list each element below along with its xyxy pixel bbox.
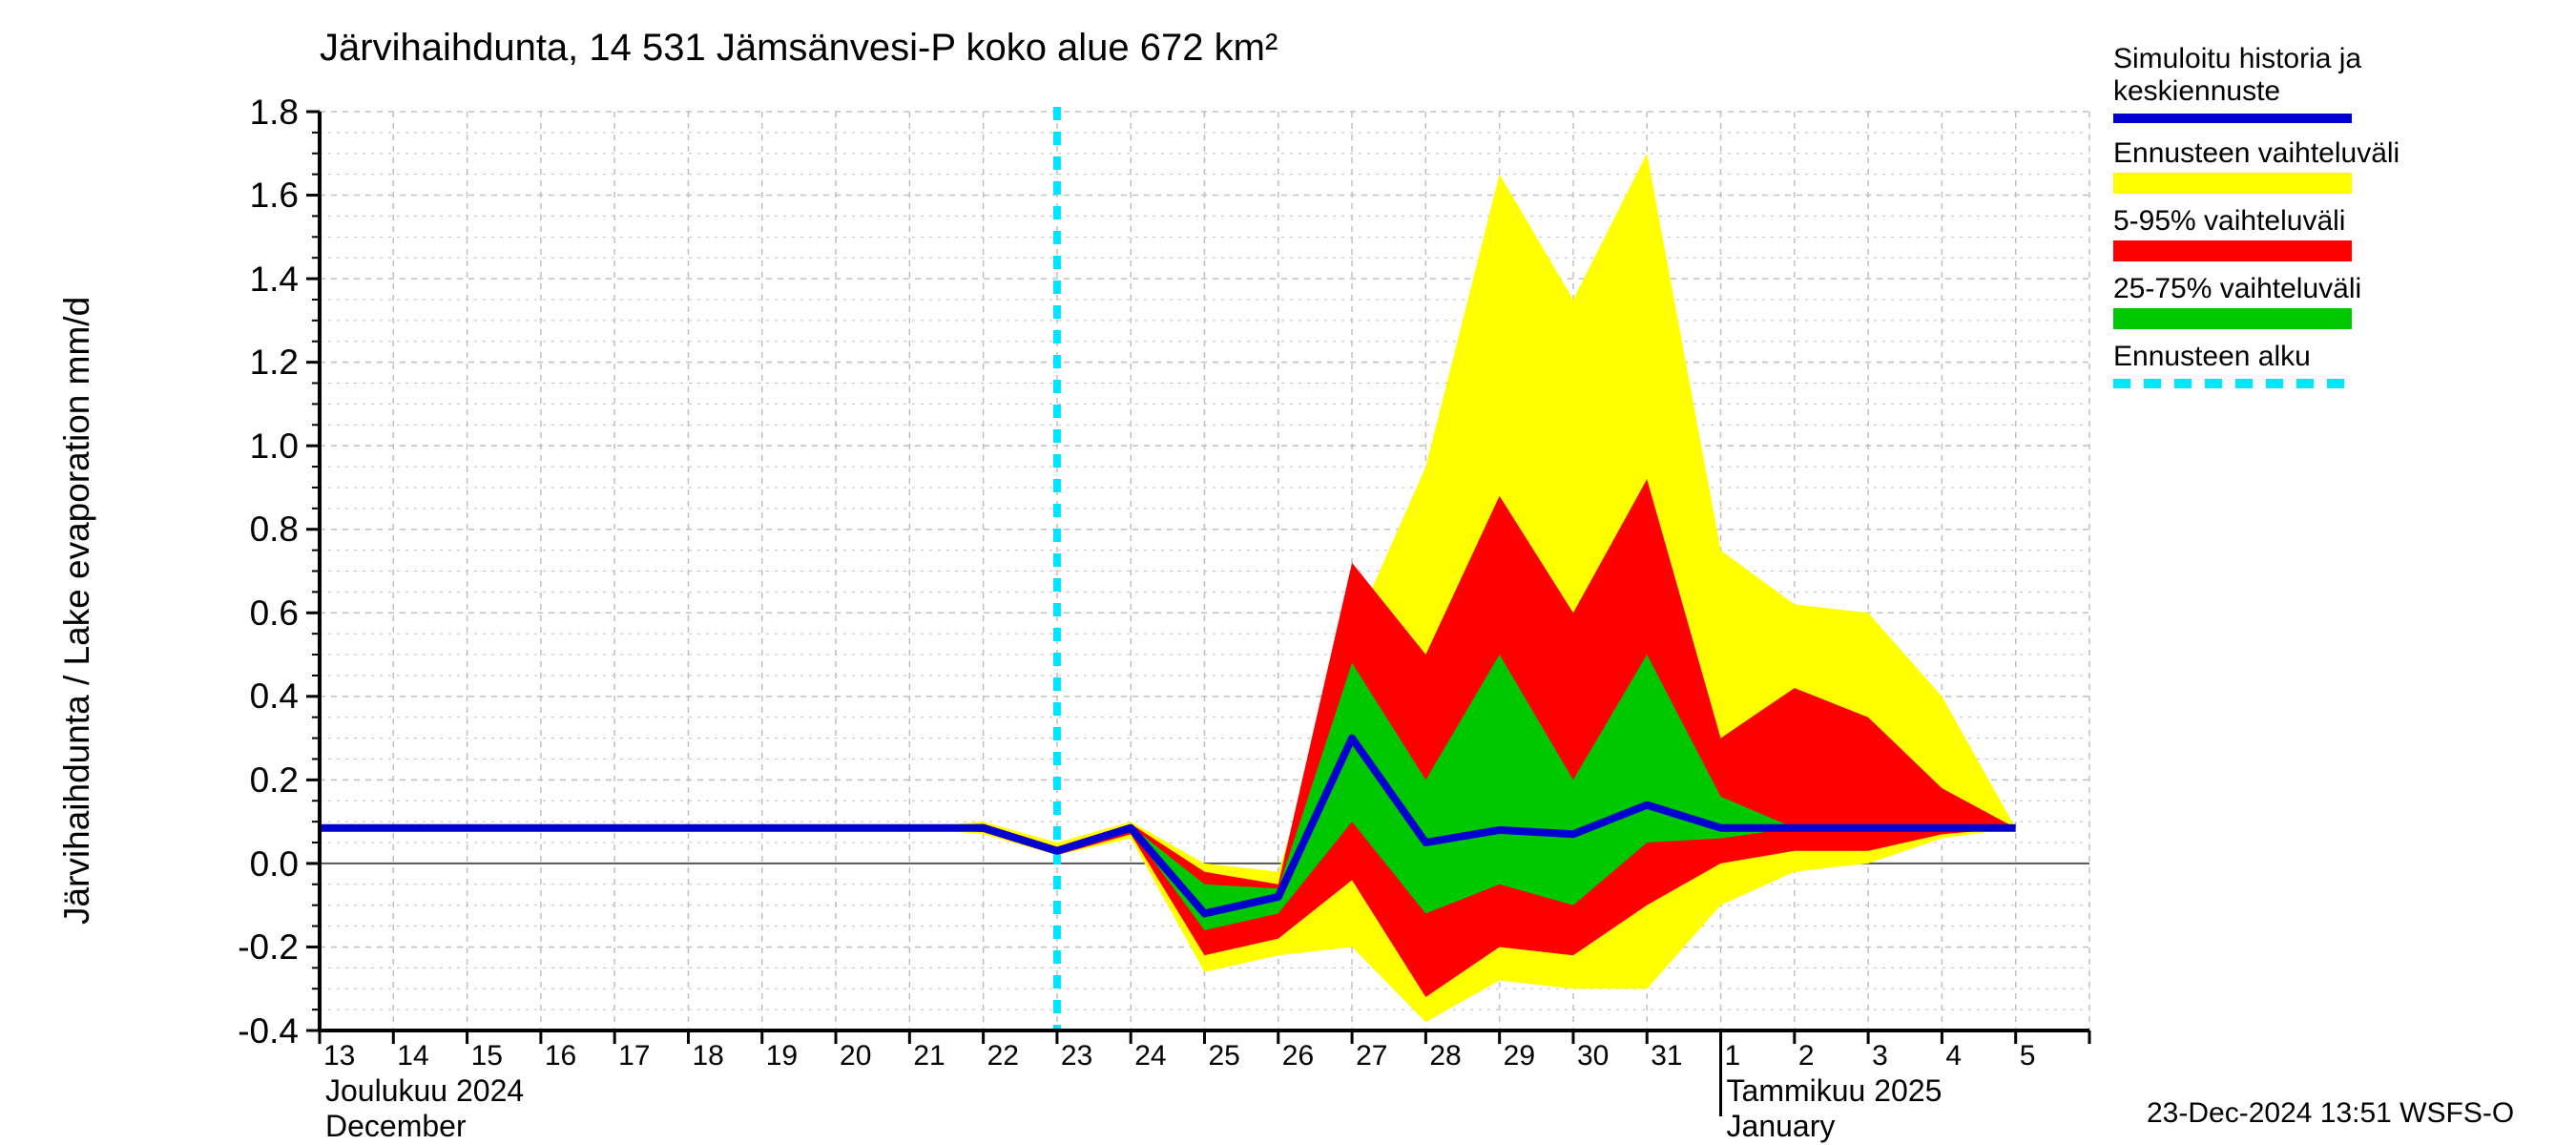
- x-tick-label: 19: [766, 1040, 798, 1072]
- month-label-top: Joulukuu 2024: [325, 1073, 524, 1109]
- footer-text: 23-Dec-2024 13:51 WSFS-O: [2147, 1097, 2514, 1130]
- x-tick-label: 1: [1725, 1040, 1741, 1072]
- legend-label: Ennusteen vaihteluväli: [2113, 137, 2399, 170]
- x-tick-label: 24: [1134, 1040, 1166, 1072]
- legend-label: 5-95% vaihteluväli: [2113, 205, 2399, 238]
- x-tick-label: 4: [1945, 1040, 1962, 1072]
- legend-swatch: [2113, 308, 2352, 329]
- y-tick-label: 0.0: [250, 844, 299, 885]
- month-label-bottom: December: [325, 1109, 467, 1144]
- y-tick-label: 1.8: [250, 93, 299, 133]
- y-tick-label: 1.4: [250, 260, 299, 300]
- x-tick-label: 5: [2020, 1040, 2036, 1072]
- y-tick-label: -0.4: [238, 1011, 299, 1051]
- month-label-top: Tammikuu 2025: [1727, 1073, 1942, 1109]
- y-tick-label: 1.2: [250, 343, 299, 383]
- x-tick-label: 23: [1061, 1040, 1092, 1072]
- y-tick-label: 0.2: [250, 760, 299, 801]
- x-tick-label: 17: [618, 1040, 650, 1072]
- legend-swatch: [2113, 376, 2352, 391]
- x-tick-label: 22: [987, 1040, 1019, 1072]
- legend-label: Simuloitu historia ja keskiennuste: [2113, 43, 2399, 108]
- legend-entry: Simuloitu historia ja keskiennuste: [2113, 43, 2399, 126]
- x-tick-label: 25: [1209, 1040, 1240, 1072]
- x-tick-label: 18: [692, 1040, 723, 1072]
- y-tick-label: 0.6: [250, 593, 299, 634]
- legend-entry: Ennusteen vaihteluväli: [2113, 137, 2399, 194]
- x-tick-label: 2: [1798, 1040, 1815, 1072]
- x-tick-label: 27: [1356, 1040, 1387, 1072]
- y-tick-label: 0.4: [250, 677, 299, 717]
- legend-label: Ennusteen alku: [2113, 341, 2399, 373]
- x-tick-label: 14: [397, 1040, 428, 1072]
- y-tick-label: 1.0: [250, 427, 299, 467]
- legend: Simuloitu historia ja keskiennuste Ennust…: [2113, 43, 2399, 403]
- x-tick-label: 31: [1651, 1040, 1682, 1072]
- y-tick-label: 1.6: [250, 176, 299, 216]
- legend-entry: 25-75% vaihteluväli: [2113, 273, 2399, 329]
- y-tick-label: -0.2: [238, 927, 299, 968]
- legend-swatch: [2113, 240, 2352, 261]
- x-tick-label: 28: [1429, 1040, 1461, 1072]
- x-tick-label: 15: [471, 1040, 503, 1072]
- x-tick-label: 29: [1504, 1040, 1535, 1072]
- legend-label: 25-75% vaihteluväli: [2113, 273, 2399, 305]
- month-label-bottom: January: [1727, 1109, 1836, 1144]
- legend-swatch: [2113, 173, 2352, 194]
- chart-container: Järvihaihdunta, 14 531 Jämsänvesi-P koko…: [0, 0, 2576, 1145]
- legend-swatch: [2113, 111, 2352, 126]
- y-tick-label: 0.8: [250, 510, 299, 550]
- x-tick-label: 20: [840, 1040, 871, 1072]
- x-tick-label: 13: [323, 1040, 355, 1072]
- x-tick-label: 30: [1577, 1040, 1609, 1072]
- x-tick-label: 16: [545, 1040, 576, 1072]
- legend-entry: 5-95% vaihteluväli: [2113, 205, 2399, 261]
- x-tick-label: 26: [1282, 1040, 1314, 1072]
- x-tick-label: 3: [1872, 1040, 1888, 1072]
- legend-entry: Ennusteen alku: [2113, 341, 2399, 391]
- x-tick-label: 21: [913, 1040, 945, 1072]
